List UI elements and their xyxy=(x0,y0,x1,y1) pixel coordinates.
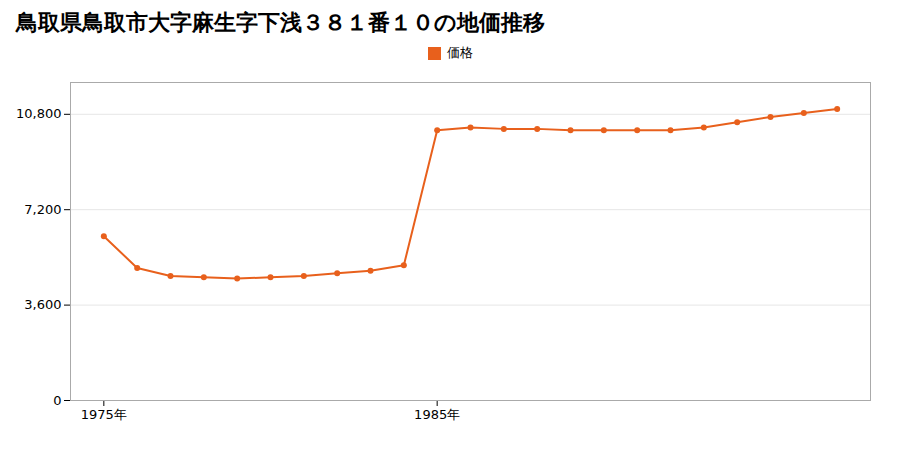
svg-text:0: 0 xyxy=(53,393,61,408)
svg-text:1985年: 1985年 xyxy=(414,407,460,422)
html-text:鳥取県鳥取市大字麻生字下浅３８１番１０の地価推移: 鳥取県鳥取市大字麻生字下浅３８１番１０の地価推移 xyxy=(16,10,545,35)
svg-text:3,600: 3,600 xyxy=(24,297,61,312)
svg-text:7,200: 7,200 xyxy=(24,202,61,217)
svg-text:10,800: 10,800 xyxy=(16,106,62,121)
html-text:価格: 価格 xyxy=(446,45,473,60)
svg-text:1975年: 1975年 xyxy=(81,407,127,422)
